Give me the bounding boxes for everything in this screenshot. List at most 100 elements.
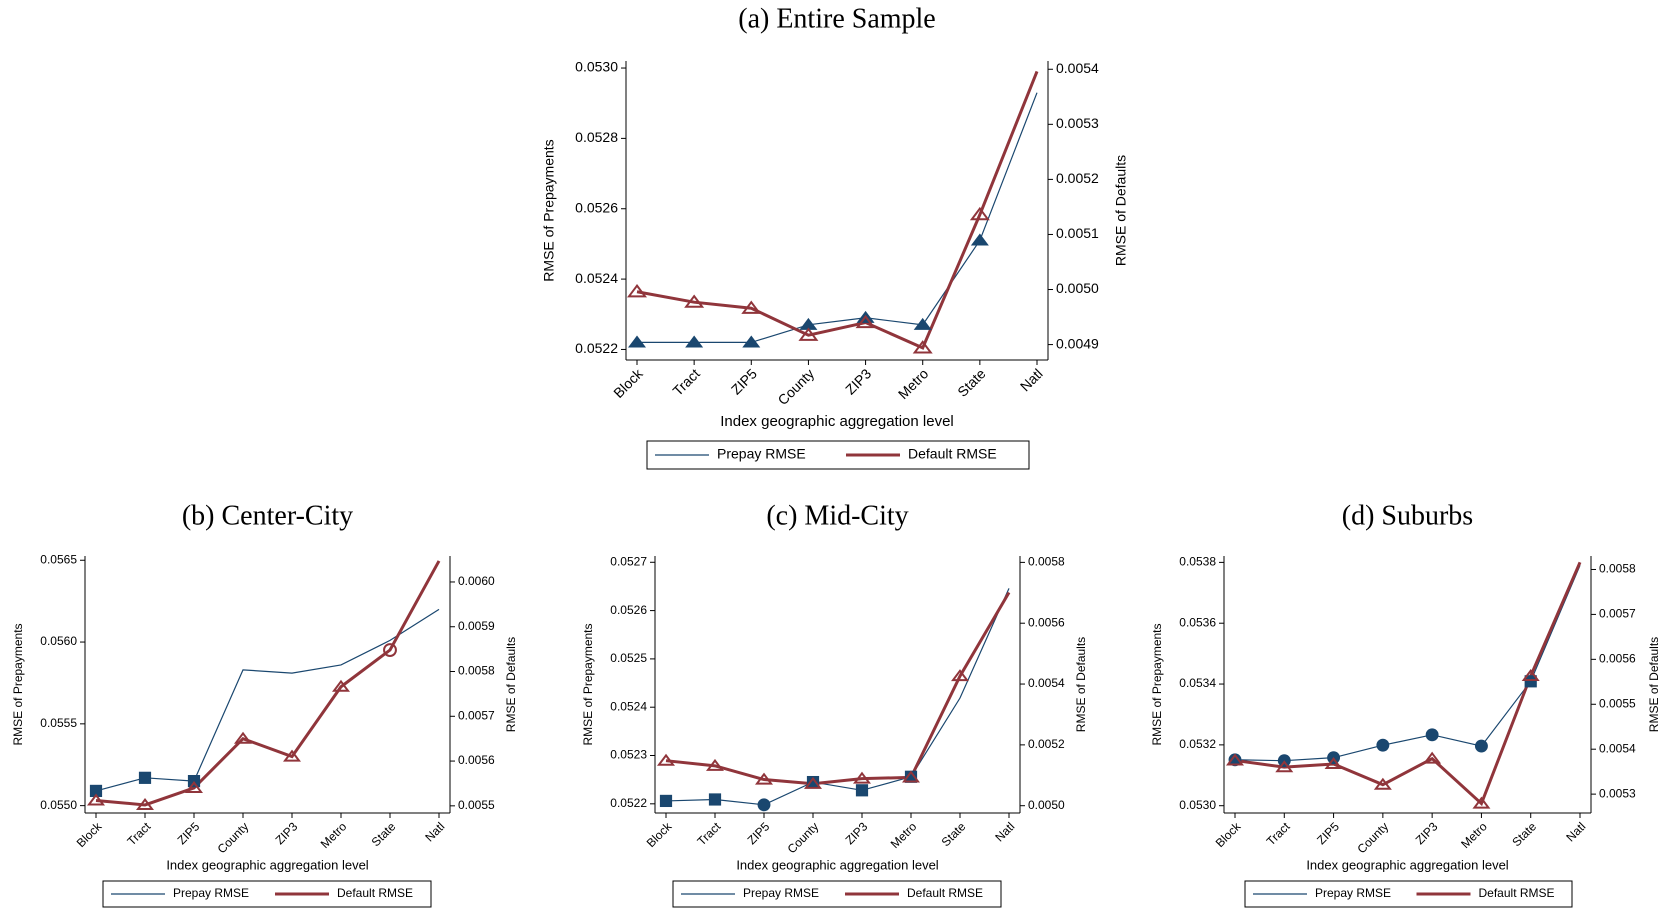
x-axis-label: Index geographic aggregation level [720,413,954,430]
legend-label: Default RMSE [1479,886,1555,900]
x-tick-label: State [369,819,399,849]
marker [902,770,920,783]
x-tick-label: ZIP5 [728,365,760,397]
y-tick-label: 0.0524 [575,270,618,286]
y-tick-label: 0.0526 [575,199,618,215]
marker [684,294,705,308]
x-tick-label: Tract [1264,819,1293,848]
marker [798,327,819,341]
marker [1472,796,1491,809]
y2-tick-label: 0.0050 [1056,280,1099,296]
marker [912,340,933,354]
y2-tick-label: 0.0056 [1599,652,1636,666]
marker [87,793,105,806]
marker [659,794,673,808]
y-tick-label: 0.0536 [1179,615,1216,629]
x-tick-label: Tract [669,365,703,399]
x-axis-label: Index geographic aggregation level [1306,857,1508,872]
x-tick-label: Natl [1563,819,1588,844]
y-axis-label: RMSE of Prepayments [1150,623,1164,745]
y2-tick-label: 0.0055 [458,798,495,812]
series-line [1234,561,1582,807]
marker [234,731,252,744]
y2-tick-label: 0.0050 [1028,798,1065,812]
y2-tick-label: 0.0057 [1599,607,1636,621]
marker [804,776,822,789]
x-tick-label: Natl [1017,365,1046,394]
x-tick-label: Natl [422,819,447,844]
y-tick-label: 0.0525 [610,651,647,665]
legend-label: Prepay RMSE [173,886,249,900]
marker [951,669,969,682]
y2-tick-label: 0.0059 [458,619,495,633]
marker [1376,738,1390,752]
legend-label: Default RMSE [337,886,413,900]
panel-title: (d) Suburbs [1342,500,1473,531]
y-tick-label: 0.0555 [40,716,77,730]
y-tick-label: 0.0550 [40,798,77,812]
x-tick-label: Tract [694,819,723,848]
y-axis-label: RMSE of Prepayments [541,139,557,281]
marker [185,780,203,793]
y-tick-label: 0.0523 [610,748,647,762]
y2-tick-label: 0.0053 [1056,115,1099,131]
y2-tick-label: 0.0058 [1599,562,1636,576]
x-axis-label: Index geographic aggregation level [736,857,938,872]
legend-box [646,440,1030,470]
y-tick-label: 0.0524 [610,699,647,713]
marker [708,793,722,806]
y-tick-label: 0.0565 [40,552,77,566]
y2-tick-label: 0.0058 [458,664,495,678]
x-tick-label: Metro [318,819,350,851]
marker [970,233,989,246]
marker [855,314,876,329]
marker [1275,760,1294,773]
marker [627,283,647,298]
x-tick-label: Block [74,819,105,850]
marker [706,758,724,771]
y2-tick-label: 0.0056 [1028,615,1065,629]
legend-label: Default RMSE [908,446,997,462]
marker [742,335,761,348]
y-tick-label: 0.0534 [1179,676,1216,690]
y-tick-label: 0.0526 [610,603,647,617]
x-axis-label: Index geographic aggregation level [166,857,368,872]
y-axis-label: RMSE of Prepayments [581,623,595,745]
x-tick-label: ZIP3 [842,365,874,397]
x-tick-label: County [774,365,817,408]
y-tick-label: 0.0532 [1179,737,1216,751]
x-tick-label: Tract [124,819,153,848]
y2-tick-label: 0.0049 [1056,335,1099,351]
marker [685,335,704,348]
y2-tick-label: 0.0053 [1599,786,1636,800]
x-tick-label: Block [644,819,675,850]
marker [1373,777,1392,790]
y2-axis-label: RMSE of Defaults [1647,637,1661,732]
y2-axis-label: RMSE of Defaults [1074,637,1088,732]
series-line [95,608,440,792]
marker [755,772,773,785]
y2-tick-label: 0.0056 [458,753,495,767]
marker [757,798,771,812]
y-tick-label: 0.0530 [575,59,618,75]
marker [853,771,871,784]
x-tick-label: County [215,819,252,856]
x-tick-label: Block [610,365,646,401]
y2-tick-label: 0.0054 [1028,676,1065,690]
marker [913,317,932,330]
panel-title: (a) Entire Sample [738,3,935,34]
x-tick-label: ZIP3 [273,819,301,847]
x-tick-label: Metro [895,365,932,402]
x-tick-label: ZIP3 [1413,819,1441,847]
marker [741,300,762,314]
x-tick-label: Block [1213,819,1244,850]
series-line [665,588,1010,806]
y-tick-label: 0.0560 [40,634,77,648]
y2-tick-label: 0.0051 [1056,225,1099,241]
marker [283,749,301,762]
marker [1521,668,1540,681]
y-tick-label: 0.0522 [610,796,647,810]
y2-tick-label: 0.0060 [458,574,495,588]
x-tick-label: ZIP5 [175,819,203,847]
